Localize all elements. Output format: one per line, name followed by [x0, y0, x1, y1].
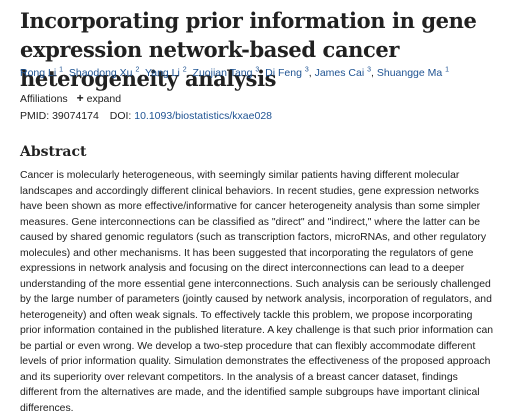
author-link[interactable]: James Cai [314, 67, 365, 79]
identifiers-row: PMID: 39074174 DOI: 10.1093/biostatistic… [20, 109, 272, 123]
plus-icon: + [76, 91, 84, 105]
expand-label: expand [86, 93, 122, 105]
author-link[interactable]: Di Feng [265, 67, 302, 79]
expand-affiliations-button[interactable]: + expand [76, 91, 122, 105]
author-separator: , [371, 67, 377, 79]
author-affiliation-sup[interactable]: 1 [445, 66, 450, 74]
author-link[interactable]: Rong Li [20, 67, 57, 79]
author-separator: , [308, 67, 315, 79]
author-list: Rong Li 1, Shaodong Xu 2, Yang Li 2, Zuo… [20, 66, 500, 80]
article-title: Incorporating prior information in gene … [20, 8, 477, 91]
author-affiliation-sup[interactable]: 3 [367, 66, 372, 74]
author-affiliation-sup[interactable]: 3 [304, 66, 309, 74]
doi-label: DOI: [109, 110, 132, 122]
author-separator: , [63, 67, 69, 79]
author-affiliation-sup[interactable]: 2 [135, 66, 140, 74]
author-affiliation-sup[interactable]: 1 [59, 66, 64, 74]
author-link[interactable]: Shuangge Ma [376, 67, 443, 79]
abstract-text: Cancer is molecularly heterogeneous, wit… [20, 170, 494, 414]
author-affiliation-sup[interactable]: 2 [182, 66, 187, 74]
affiliations-row: Affiliations + expand [20, 91, 121, 106]
author-link[interactable]: Yang Li [145, 67, 180, 79]
pmid: PMID: 39074174 [20, 110, 99, 122]
author-link[interactable]: Zuojian Tang [192, 67, 253, 79]
author-affiliation-sup[interactable]: 3 [255, 66, 260, 74]
author-separator: , [139, 67, 146, 79]
author-link[interactable]: Shaodong Xu [68, 67, 133, 79]
affiliations-label: Affiliations [20, 93, 68, 105]
author-separator: , [186, 67, 193, 79]
abstract-heading: Abstract [20, 144, 87, 160]
doi-link[interactable]: 10.1093/biostatistics/kxae028 [134, 110, 273, 122]
author-separator: , [259, 67, 266, 79]
